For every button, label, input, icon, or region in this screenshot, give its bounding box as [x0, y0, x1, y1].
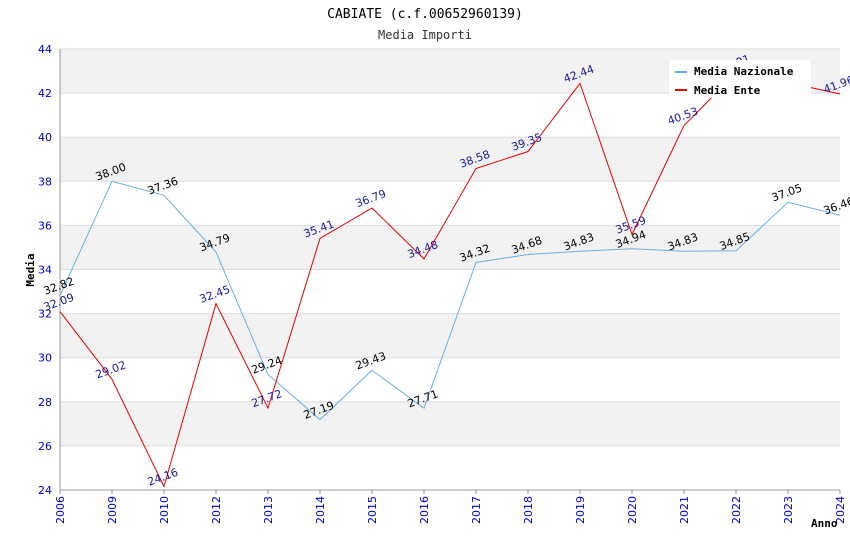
y-tick-label: 26 [38, 440, 52, 453]
y-tick-label: 40 [38, 131, 52, 144]
data-label-media-nazionale: 37.05 [770, 181, 804, 204]
chart-title: CABIATE (c.f.00652960139) [327, 7, 523, 22]
legend-label-media-ente: Media Ente [694, 84, 761, 97]
axes [59, 49, 840, 491]
x-tick-label: 2020 [626, 496, 639, 524]
y-tick-label: 24 [38, 484, 52, 497]
x-tick-label: 2017 [470, 496, 483, 524]
data-label-media-ente: 36.79 [354, 187, 388, 210]
data-label-media-ente: 32.45 [198, 283, 232, 306]
chart-subtitle: Media Importi [378, 28, 472, 42]
x-tick-label: 2023 [782, 496, 795, 524]
x-tick-label: 2014 [314, 496, 327, 524]
grid-band [60, 225, 840, 270]
y-tick-label: 28 [38, 396, 52, 409]
x-axis-label: Anno [811, 517, 838, 530]
x-tick-label: 2012 [210, 496, 223, 524]
series-line-media-ente [59, 72, 841, 488]
grid-lines [60, 48, 840, 491]
y-tick-label: 44 [38, 43, 52, 56]
y-tick-label: 32 [38, 308, 52, 321]
y-axis-label: Media [24, 253, 37, 286]
data-label-media-ente: 40.53 [666, 105, 700, 128]
x-tick-label: 2019 [574, 496, 587, 524]
grid-band [60, 137, 840, 182]
x-tick-label: 2009 [106, 496, 119, 524]
y-tick-label: 42 [38, 87, 52, 100]
x-tick-label: 2013 [262, 496, 275, 524]
x-tick-label: 2010 [158, 496, 171, 524]
y-tick-label: 34 [38, 264, 52, 277]
x-tick-label: 2015 [366, 496, 379, 524]
y-tick-label: 36 [38, 219, 52, 232]
y-tick-label: 38 [38, 175, 52, 188]
x-tick-label: 2018 [522, 496, 535, 524]
x-tick-label: 2022 [730, 496, 743, 524]
x-tick-label: 2024 [834, 496, 847, 524]
y-tick-label: 30 [38, 352, 52, 365]
grid-band [60, 401, 840, 446]
x-tick-label: 2021 [678, 496, 691, 524]
series-line-media-nazionale [59, 180, 841, 421]
x-tick-label: 2016 [418, 496, 431, 524]
x-axis-ticks: 2006 2009 2010 2012 2013 2014 2015 2016 2017 2018… [54, 490, 847, 524]
y-axis-ticks: 24 26 28 30 32 34 36 38 40 42 44 [38, 43, 52, 497]
legend: Media Nazionale Media Ente [669, 60, 811, 98]
data-label-media-ente: 24.16 [146, 466, 180, 489]
series-lines [59, 72, 841, 488]
legend-label-media-nazionale: Media Nazionale [694, 65, 794, 78]
x-tick-label: 2006 [54, 496, 67, 524]
legend-box [669, 60, 811, 98]
